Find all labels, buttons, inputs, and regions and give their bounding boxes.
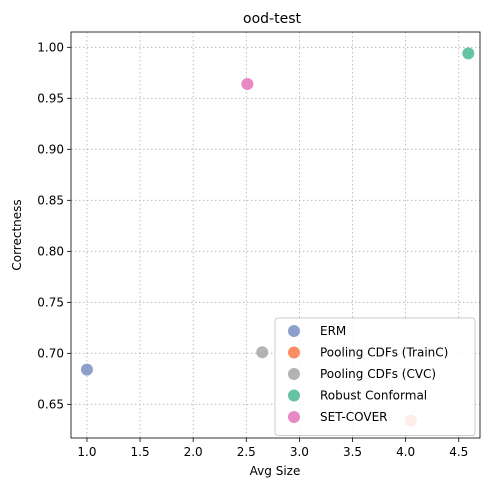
x-axis-ticks: 1.0 1.5 2.0 2.5 3.0 3.5 4.0 4.5 [77, 438, 468, 459]
data-point [241, 78, 254, 91]
legend-marker [288, 411, 300, 423]
x-tick-label: 3.5 [343, 445, 362, 459]
y-axis-ticks: 0.65 0.70 0.75 0.80 0.85 0.90 0.95 1.00 [37, 40, 71, 411]
x-tick-label: 2.0 [184, 445, 203, 459]
x-tick-label: 1.0 [77, 445, 96, 459]
x-tick-label: 4.0 [396, 445, 415, 459]
plot-frame [70, 31, 481, 439]
legend-marker [288, 346, 300, 359]
legend-label: Pooling CDFs (CVC) [320, 367, 436, 381]
data-point [462, 47, 475, 60]
legend: ERM Pooling CDFs (TrainC) Pooling CDFs (CV… [274, 317, 476, 436]
data-point [80, 363, 93, 376]
y-axis-label: Correctness [10, 199, 24, 270]
y-tick-label: 0.85 [37, 193, 64, 207]
y-tick-label: 0.70 [37, 346, 64, 360]
y-tick-label: 0.90 [37, 142, 64, 156]
x-axis-label: Avg Size [250, 464, 301, 478]
grid [71, 32, 480, 438]
y-tick-label: 0.65 [37, 397, 64, 411]
y-tick-label: 1.00 [37, 40, 64, 54]
legend-marker [288, 368, 300, 380]
legend-label: Robust Conformal [320, 389, 427, 403]
x-tick-label: 1.5 [131, 445, 150, 459]
data-point [256, 346, 269, 359]
chart-title: ood-test [243, 11, 301, 27]
x-tick-label: 3.0 [290, 445, 309, 459]
legend-marker [288, 389, 300, 402]
legend-box [274, 317, 476, 436]
legend-marker [288, 325, 300, 337]
y-tick-label: 0.80 [37, 244, 64, 258]
y-tick-label: 0.95 [37, 91, 64, 105]
legend-label: Pooling CDFs (TrainC) [320, 346, 448, 360]
y-tick-label: 0.75 [37, 295, 64, 309]
legend-label: SET-COVER [320, 410, 388, 424]
legend-label: ERM [320, 324, 346, 338]
x-tick-label: 2.5 [237, 445, 256, 459]
x-tick-label: 4.5 [449, 445, 468, 459]
